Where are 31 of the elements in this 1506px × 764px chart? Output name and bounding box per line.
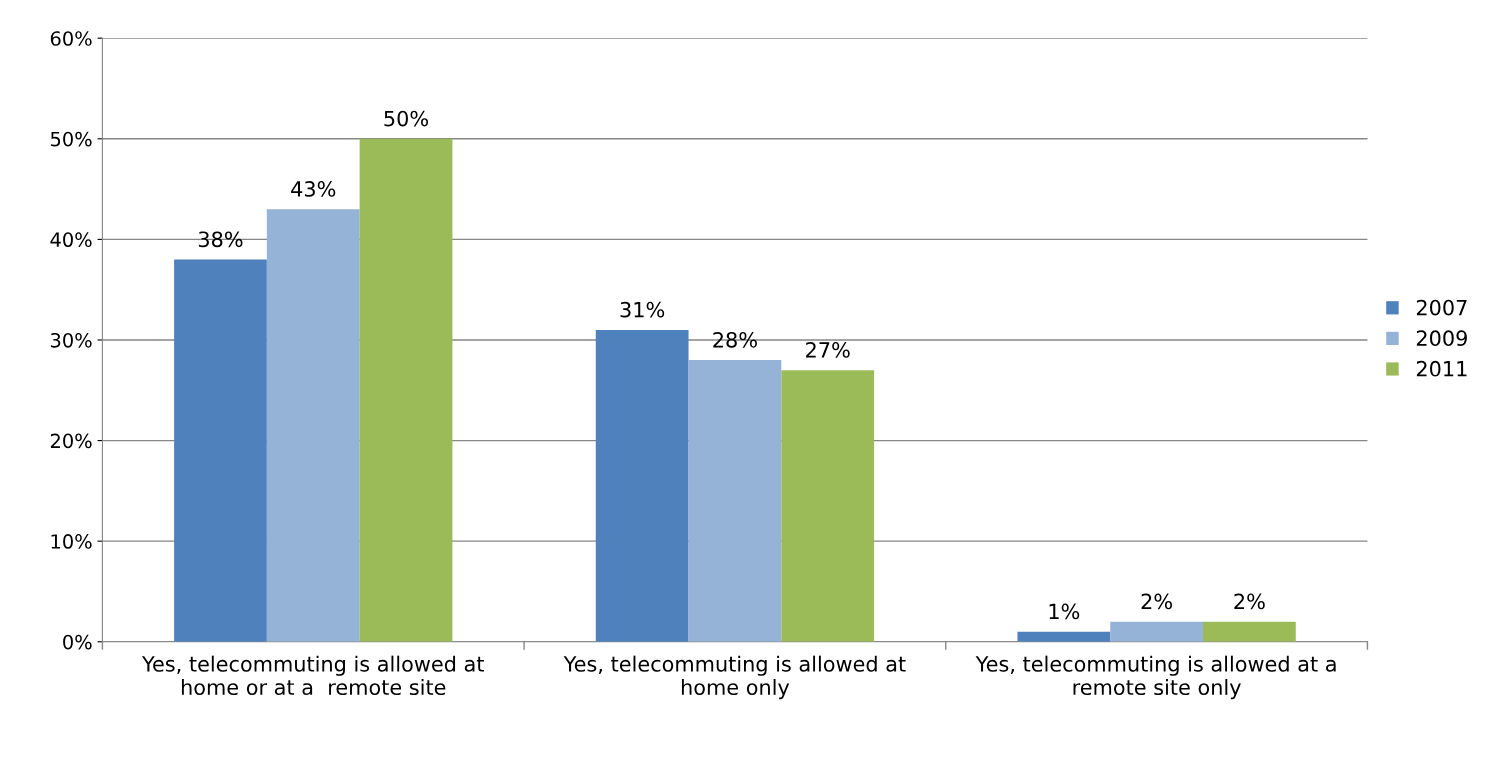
y-tick-label: 60%: [50, 31, 92, 46]
y-tick-label: 10%: [51, 534, 92, 549]
data-label: 38%: [198, 231, 243, 248]
data-label: 31%: [620, 301, 665, 318]
legend-label: 2011: [1416, 360, 1467, 377]
data-label: 28%: [713, 331, 757, 348]
y-tick-label: 50%: [50, 131, 92, 147]
bar: [1202, 621, 1296, 642]
bar: [781, 370, 875, 642]
bar: [359, 138, 453, 642]
data-label: 50%: [384, 110, 429, 127]
x-tick-label: Yes, telecommuting is allowed at a remote site only: [975, 655, 1336, 700]
data-label: 2%: [1141, 593, 1172, 610]
y-tick-label: 0%: [63, 634, 92, 650]
y-tick-label: 30%: [50, 332, 92, 348]
data-label: 1%: [1049, 603, 1080, 620]
x-tick-label: Yes, telecommuting is allowed at home only: [563, 655, 906, 700]
data-label: 27%: [806, 342, 850, 358]
bar: [1110, 621, 1203, 642]
bar: [595, 329, 689, 642]
legend-label: 2009: [1416, 330, 1467, 347]
bar: [1017, 631, 1111, 642]
data-label: 43%: [291, 181, 336, 197]
x-tick-label: Yes, telecommuting is allowed at home or at a remote site: [141, 655, 484, 696]
y-tick-label: 20%: [50, 433, 92, 449]
bar: [688, 360, 782, 642]
y-tick-label: 40%: [50, 232, 92, 248]
bar: [174, 259, 267, 642]
legend-label: 2007: [1416, 299, 1467, 316]
bar: [266, 209, 360, 642]
data-label: 2%: [1234, 593, 1265, 610]
